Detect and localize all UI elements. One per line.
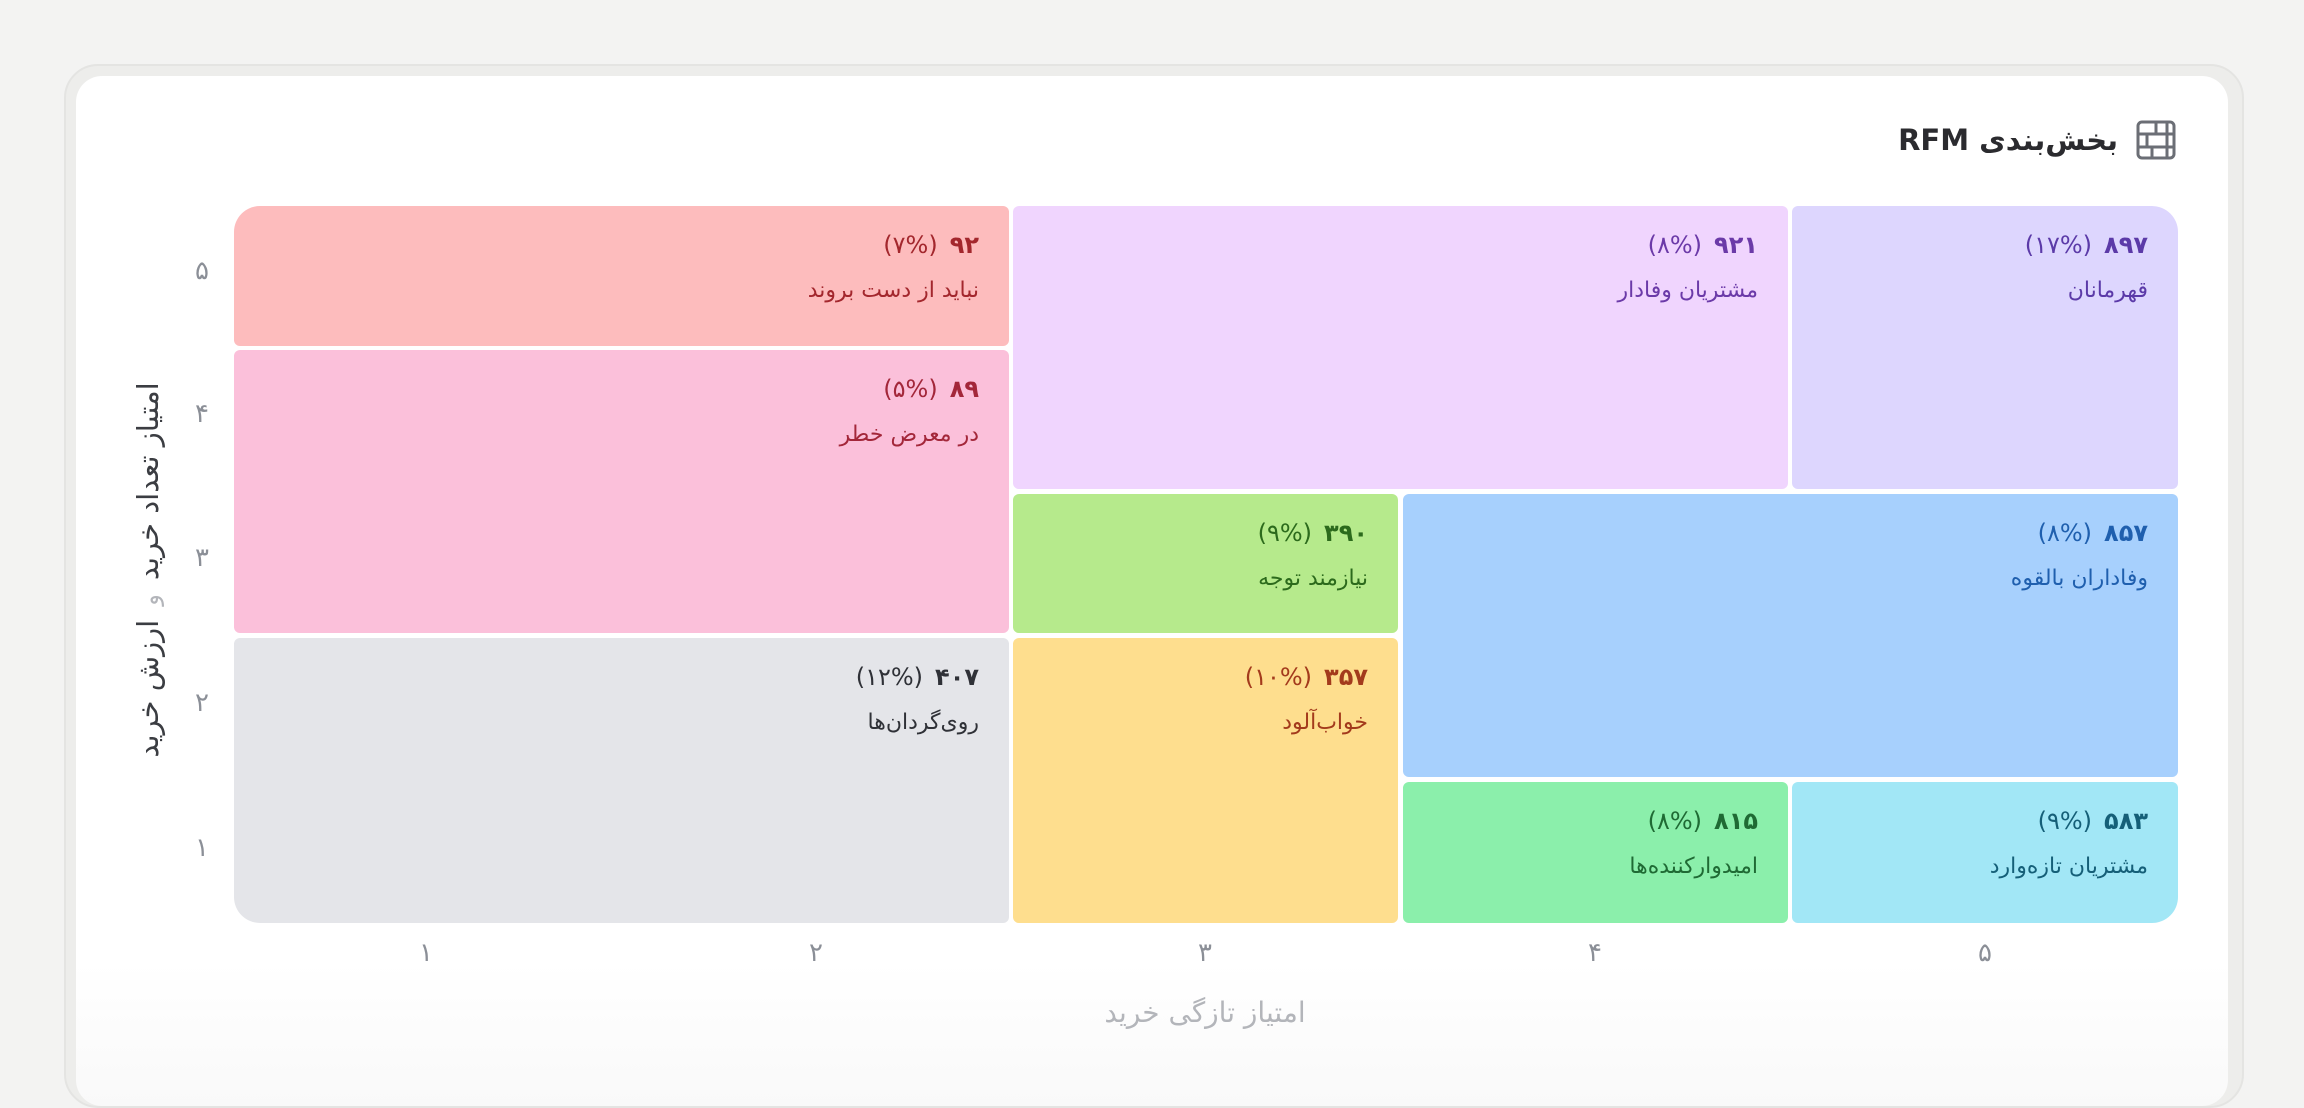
x-tick-5: ۵ (1978, 938, 1992, 968)
segment-count: ۸۱۵ (1714, 807, 1758, 835)
segment-percent: (۱۰%) (1244, 663, 1313, 691)
segment-percent: (۱۲%) (855, 663, 924, 691)
y-axis-label-conj: و (136, 594, 164, 606)
segment-count: ۸۹۷ (2104, 231, 2148, 259)
segment-percent: (۸%) (2037, 519, 2093, 547)
segment-lost[interactable]: ۴۰۷ (۱۲%) روی‌گردان‌ها (234, 638, 1009, 923)
segment-percent: (۱۷%) (2024, 231, 2093, 259)
segment-count: ۳۹۰ (1324, 519, 1368, 547)
segment-name: مشتریان وفادار (1617, 278, 1758, 303)
segment-percent: (۵%) (883, 375, 938, 403)
segment-name: مشتریان تازه‌وارد (1989, 854, 2148, 879)
segment-percent: (۹%) (2037, 807, 2093, 835)
segment-potential-loyalists[interactable]: ۸۵۷ (۸%) وفاداران بالقوه (1403, 494, 2178, 777)
segment-name: نباید از دست بروند (807, 278, 979, 303)
segment-name: قهرمانان (2067, 278, 2148, 303)
segment-at-risk[interactable]: ۸۹ (۵%) در معرض خطر (234, 350, 1009, 633)
y-tick-2: ۲ (195, 688, 209, 718)
y-tick-4: ۴ (195, 399, 209, 429)
segment-need-attention[interactable]: ۳۹۰ (۹%) نیازمند توجه (1013, 494, 1398, 633)
x-tick-2: ۲ (809, 938, 823, 968)
treemap-grid-icon (2136, 120, 2176, 160)
segment-count: ۹۲ (949, 231, 979, 259)
segment-count: ۹۲۱ (1714, 231, 1758, 259)
segment-count: ۴۰۷ (935, 663, 979, 691)
y-tick-3: ۳ (195, 543, 209, 573)
segment-count: ۸۹ (949, 375, 979, 403)
segment-name: در معرض خطر (839, 422, 979, 447)
segment-name: نیازمند توجه (1258, 566, 1368, 591)
y-tick-1: ۱ (195, 833, 209, 863)
x-tick-3: ۳ (1198, 938, 1212, 968)
segment-new-customers[interactable]: ۵۸۳ (۹%) مشتریان تازه‌وارد (1792, 782, 2178, 923)
card-header: بخش‌بندی RFM (1898, 118, 2176, 162)
segment-cant-lose[interactable]: ۹۲ (۷%) نباید از دست بروند (234, 206, 1009, 346)
y-tick-5: ۵ (195, 256, 209, 286)
segment-count: ۵۸۳ (2104, 807, 2148, 835)
segment-percent: (۹%) (1257, 519, 1313, 547)
x-tick-4: ۴ (1588, 938, 1602, 968)
segment-name: روی‌گردان‌ها (867, 710, 979, 735)
y-axis-label: امتیاز تعداد خرید و ارزش خرید (118, 360, 178, 780)
segment-count: ۳۵۷ (1324, 663, 1368, 691)
segment-hibernating[interactable]: ۳۵۷ (۱۰%) خواب‌آلود (1013, 638, 1398, 923)
segment-count: ۸۵۷ (2104, 519, 2148, 547)
segment-name: امیدوارکننده‌ها (1629, 854, 1758, 879)
segment-name: وفاداران بالقوه (2010, 566, 2148, 591)
segment-promising[interactable]: ۸۱۵ (۸%) امیدوارکننده‌ها (1403, 782, 1788, 923)
y-axis-label-part2: ارزش خرید (131, 619, 165, 758)
segment-champions[interactable]: ۸۹۷ (۱۷%) قهرمانان (1792, 206, 2178, 489)
chart-title: بخش‌بندی RFM (1898, 123, 2118, 157)
x-axis-label: امتیاز تازگی خرید (1104, 996, 1306, 1029)
y-axis-label-part1: امتیاز تعداد خرید (131, 382, 165, 581)
segment-loyal[interactable]: ۹۲۱ (۸%) مشتریان وفادار (1013, 206, 1788, 489)
x-tick-1: ۱ (419, 938, 433, 968)
segment-percent: (۸%) (1647, 807, 1703, 835)
segment-percent: (۷%) (883, 231, 938, 259)
segment-name: خواب‌آلود (1282, 710, 1368, 735)
segment-percent: (۸%) (1647, 231, 1703, 259)
